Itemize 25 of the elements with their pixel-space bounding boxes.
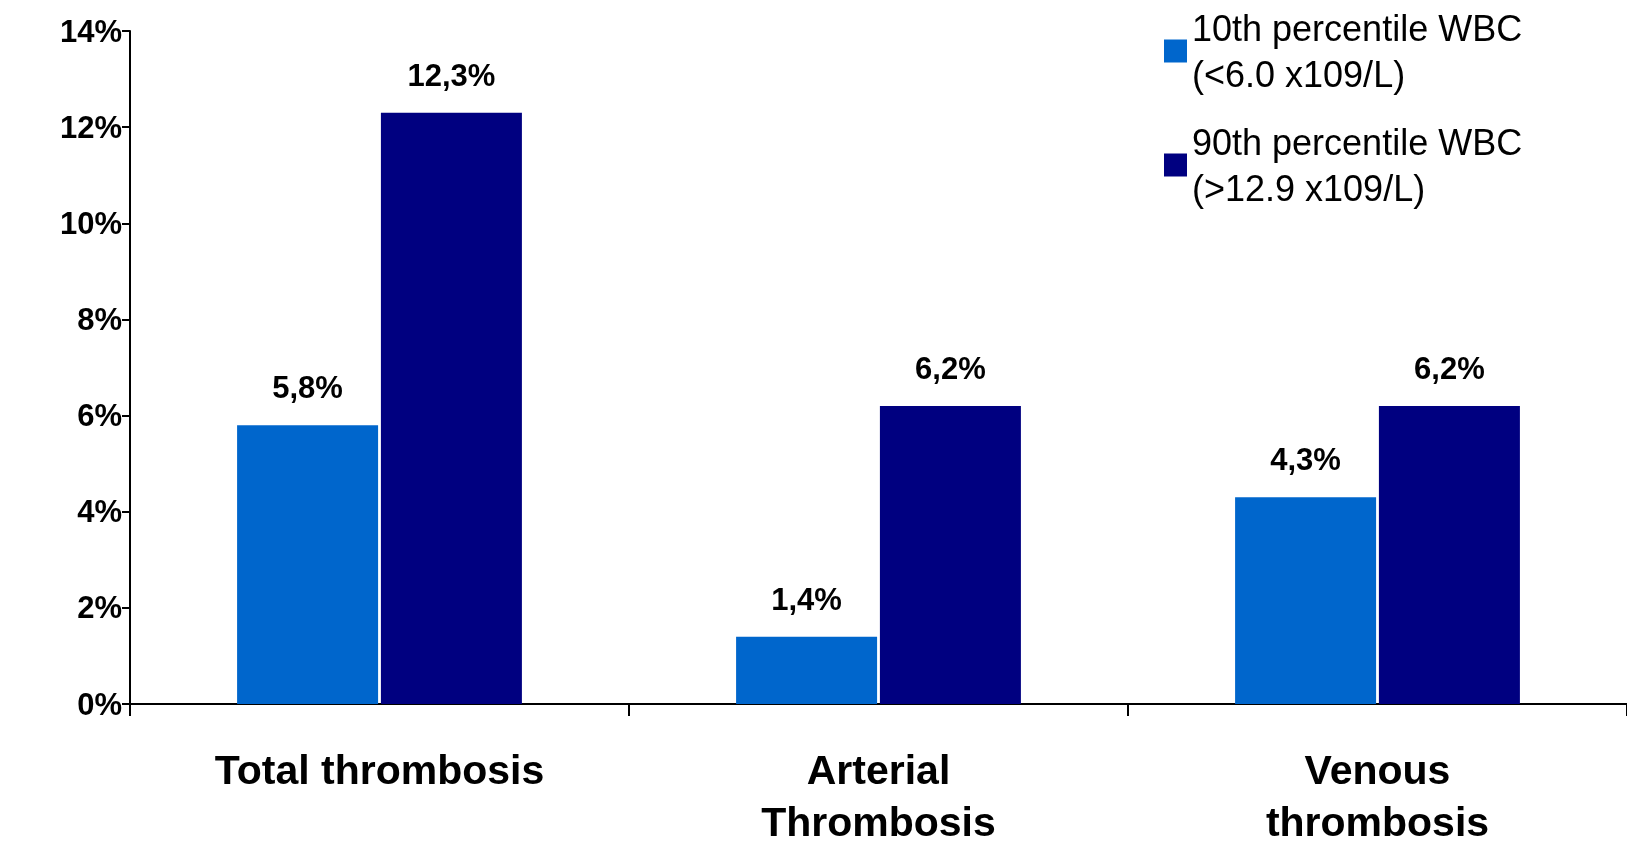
- y-tick-label: 14%: [59, 13, 122, 49]
- legend-label: 90th percentile WBC (>12.9 x109/L): [1192, 121, 1533, 209]
- x-tick-label: Total thrombosis: [214, 747, 545, 793]
- bar: [879, 405, 1021, 704]
- x-tick-label: Venous thrombosis: [1265, 747, 1490, 845]
- data-label: 1,4%: [771, 581, 842, 617]
- y-tick-label: 6%: [77, 398, 122, 434]
- bar: [237, 425, 379, 704]
- y-tick-label: 10%: [59, 205, 122, 241]
- data-label: 6,2%: [915, 350, 986, 386]
- data-label: 5,8%: [272, 370, 343, 406]
- data-label: 4,3%: [1270, 442, 1341, 478]
- bar: [380, 112, 522, 704]
- data-label: 6,2%: [1414, 350, 1485, 386]
- x-tick-label: Arterial Thrombosis: [761, 747, 996, 845]
- bar: [1235, 497, 1377, 704]
- y-tick-label: 8%: [77, 301, 122, 337]
- data-label: 12,3%: [407, 57, 496, 93]
- y-tick-label: 2%: [77, 590, 122, 626]
- y-tick-label: 12%: [59, 109, 122, 145]
- bar: [736, 636, 878, 704]
- y-tick-label: 0%: [77, 686, 122, 722]
- legend-label: 10th percentile WBC (<6.0 x109/L): [1192, 7, 1533, 95]
- y-tick-label: 4%: [77, 494, 122, 530]
- bar: [1378, 405, 1520, 704]
